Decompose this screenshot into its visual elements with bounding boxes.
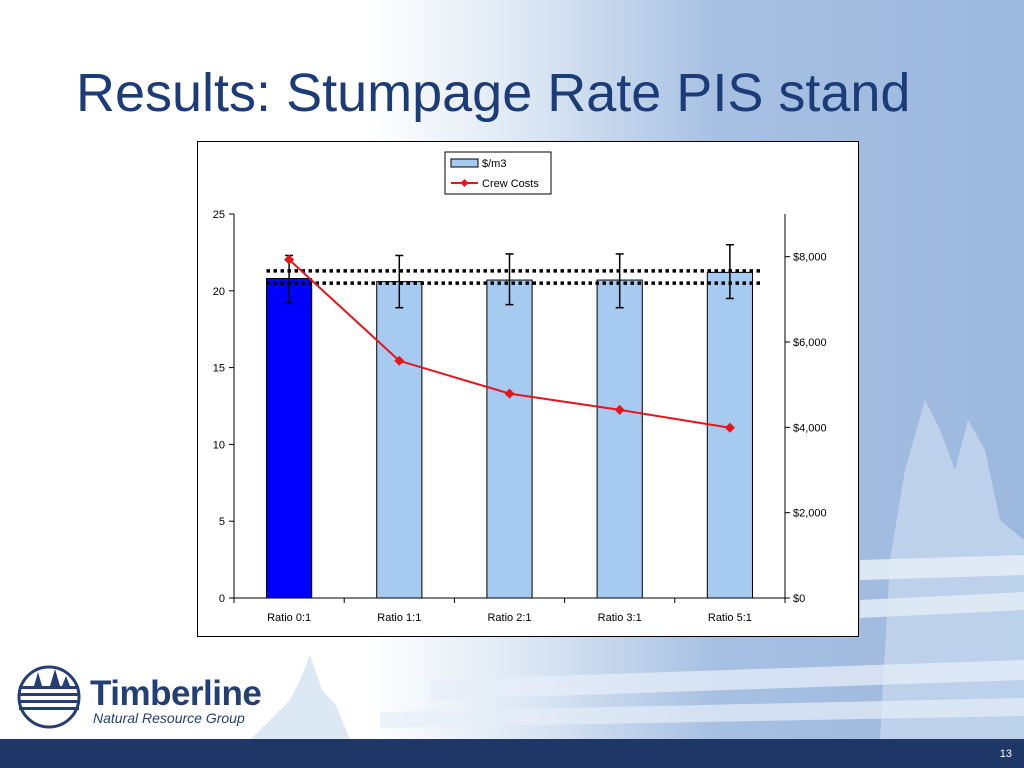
x-axis-category-label: Ratio 1:1 <box>377 612 421 624</box>
left-axis-tick-label: 0 <box>219 593 225 605</box>
page-number: 13 <box>999 748 1012 760</box>
crew-costs-point-2 <box>394 355 405 366</box>
bar-5 <box>706 271 753 599</box>
left-axis-tick-label: 20 <box>213 286 225 298</box>
legend-label-line: Crew Costs <box>482 178 539 190</box>
crew-costs-point-5 <box>724 422 735 433</box>
legend-marker-line <box>460 179 469 187</box>
left-axis-tick-label: 5 <box>219 516 225 528</box>
bar-4 <box>596 279 643 599</box>
crew-costs-point-3 <box>504 388 515 399</box>
logo-subtitle: Natural Resource Group <box>93 710 245 726</box>
water-streak-1 <box>860 555 1024 580</box>
crew-costs-point-4 <box>614 404 625 415</box>
footer-bar: 13 <box>0 739 1024 768</box>
bar-2 <box>376 281 423 599</box>
x-axis-category-label: Ratio 5:1 <box>708 612 752 624</box>
left-axis-tick-label: 25 <box>213 209 225 221</box>
right-axis-tick-label: $8,000 <box>793 252 827 264</box>
logo-globe-icon <box>17 665 81 729</box>
legend-label-bars: $/m3 <box>482 158 506 170</box>
left-axis-tick-label: 15 <box>213 363 225 375</box>
slide-title: Results: Stumpage Rate PIS stand <box>76 63 911 123</box>
x-axis-category-label: Ratio 3:1 <box>598 612 642 624</box>
bar-1 <box>266 278 313 599</box>
right-axis-tick-label: $4,000 <box>793 422 827 434</box>
right-axis-tick-label: $6,000 <box>793 337 827 349</box>
tree-silhouette-left <box>250 655 350 740</box>
timberline-logo: Timberline Natural Resource Group <box>16 664 262 734</box>
legend-swatch-bars <box>450 158 479 168</box>
x-axis-category-label: Ratio 0:1 <box>267 612 311 624</box>
combo-chart: 0 5 10 15 20 25 $0 $2,000 $4,000 $6,000 $8,000 Rati… <box>213 151 827 624</box>
water-streak-2 <box>860 592 1024 618</box>
right-axis-tick-label: $0 <box>793 593 805 605</box>
x-axis-category-label: Ratio 2:1 <box>487 612 531 624</box>
water-streak-4 <box>380 698 1024 728</box>
water-streak-3 <box>430 660 1024 700</box>
left-axis-tick-label: 10 <box>213 439 225 451</box>
chart-container: 0 5 10 15 20 25 $0 $2,000 $4,000 $6,000 $8,000 Rati… <box>197 141 859 637</box>
right-axis-tick-label: $2,000 <box>793 508 827 520</box>
logo-name: Timberline <box>90 674 262 713</box>
bar-3 <box>486 279 533 599</box>
